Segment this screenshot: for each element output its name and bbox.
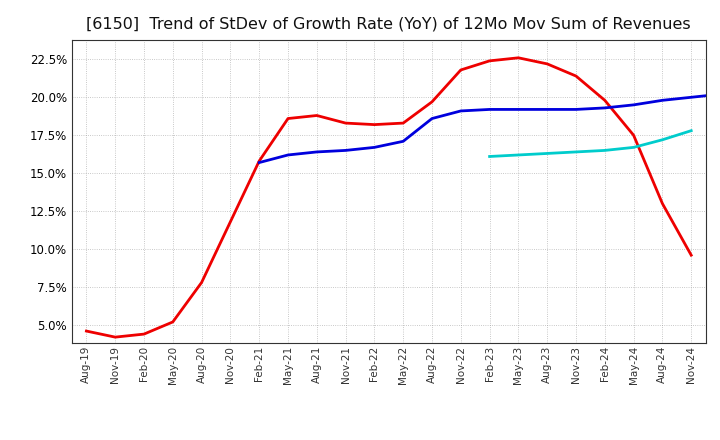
Title: [6150]  Trend of StDev of Growth Rate (YoY) of 12Mo Mov Sum of Revenues: [6150] Trend of StDev of Growth Rate (Yo… bbox=[86, 16, 691, 32]
